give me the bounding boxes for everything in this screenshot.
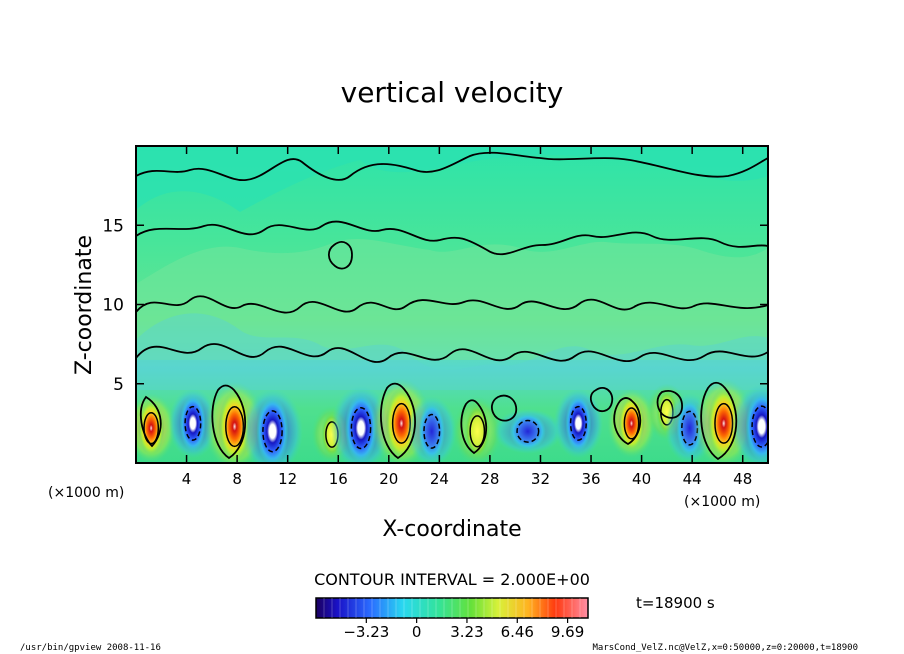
colorbar-tick-label: 9.69 bbox=[551, 623, 584, 641]
upper-field-contour bbox=[136, 146, 768, 212]
y-tick-label: 10 bbox=[102, 296, 124, 316]
colorbar: −3.23 0 3.23 6.46 9.69 bbox=[315, 597, 589, 641]
updraft-cell bbox=[707, 387, 740, 460]
updraft-contour bbox=[143, 411, 160, 445]
downdraft-contour bbox=[350, 406, 372, 450]
x-tick-label: 20 bbox=[379, 470, 398, 488]
downdraft-contour bbox=[569, 405, 587, 441]
downdraft-cell bbox=[344, 394, 377, 463]
convective-cells-layer bbox=[136, 378, 768, 463]
colorbar-tick-label: 0 bbox=[412, 623, 422, 641]
x-axis-label: X-coordinate bbox=[382, 517, 521, 542]
downdraft-cell bbox=[745, 392, 768, 461]
x-tick-label: 8 bbox=[232, 470, 242, 488]
x-unit-right: (×1000 m) bbox=[684, 494, 760, 510]
colorbar-tick-label: −3.23 bbox=[343, 623, 389, 641]
downdraft-cell bbox=[418, 403, 445, 460]
downdraft-cell bbox=[256, 397, 289, 463]
x-tick-label: 4 bbox=[182, 470, 192, 488]
colorbar-stripes bbox=[323, 598, 581, 618]
colorbar-tick-label: 6.46 bbox=[501, 623, 534, 641]
updraft-cell bbox=[464, 403, 491, 460]
colorbar-ticks: −3.23 0 3.23 6.46 9.69 bbox=[343, 618, 584, 641]
downdraft-contour bbox=[262, 410, 283, 453]
y-tick-label: 5 bbox=[113, 375, 124, 395]
chart-title: vertical velocity bbox=[341, 76, 564, 109]
x-tick-label: 48 bbox=[733, 470, 752, 488]
y-axis-ticks: 5 10 15 bbox=[102, 216, 768, 395]
mid-field-contour bbox=[136, 239, 768, 360]
x-tick-label: 28 bbox=[480, 470, 499, 488]
x-tick-label: 40 bbox=[632, 470, 651, 488]
heatmap-overlay bbox=[136, 146, 768, 463]
x-tick-label: 36 bbox=[581, 470, 600, 488]
updraft-contour bbox=[469, 415, 486, 448]
downdraft-contour bbox=[423, 413, 441, 449]
x-tick-label: 44 bbox=[683, 470, 702, 488]
updraft-cell bbox=[218, 390, 251, 463]
colorbar-tick-label: 3.23 bbox=[450, 623, 483, 641]
y-tick-label: 15 bbox=[102, 216, 124, 236]
contour-interval-label: CONTOUR INTERVAL = 2.000E+00 bbox=[314, 570, 590, 589]
x-tick-label: 24 bbox=[430, 470, 449, 488]
downdraft-contour bbox=[516, 419, 540, 443]
updraft-contour bbox=[623, 407, 640, 440]
y-axis-label: Z-coordinate bbox=[72, 235, 97, 375]
footer-left: /usr/bin/gpview 2008-11-16 bbox=[20, 643, 161, 653]
footer-right: MarsCond_VelZ.nc@VelZ,x=0:50000,z=0:2000… bbox=[592, 643, 858, 653]
downdraft-cell bbox=[509, 413, 546, 450]
downdraft-contour bbox=[751, 405, 768, 448]
turbulent-mixing-layer bbox=[136, 313, 768, 390]
x-unit-left: (×1000 m) bbox=[48, 485, 124, 501]
x-tick-label: 12 bbox=[278, 470, 297, 488]
updraft-cell bbox=[138, 400, 165, 457]
time-label: t=18900 s bbox=[636, 594, 715, 612]
colorbar-gradient bbox=[315, 597, 589, 619]
contour-lines bbox=[136, 151, 768, 461]
x-tick-label: 32 bbox=[531, 470, 550, 488]
x-tick-label: 16 bbox=[329, 470, 348, 488]
downdraft-cell bbox=[565, 395, 592, 452]
downdraft-contour bbox=[184, 405, 202, 441]
downdraft-cell bbox=[179, 395, 206, 452]
x-axis-ticks: 4 8 12 16 20 24 28 32 36 40 44 48 bbox=[182, 146, 752, 488]
